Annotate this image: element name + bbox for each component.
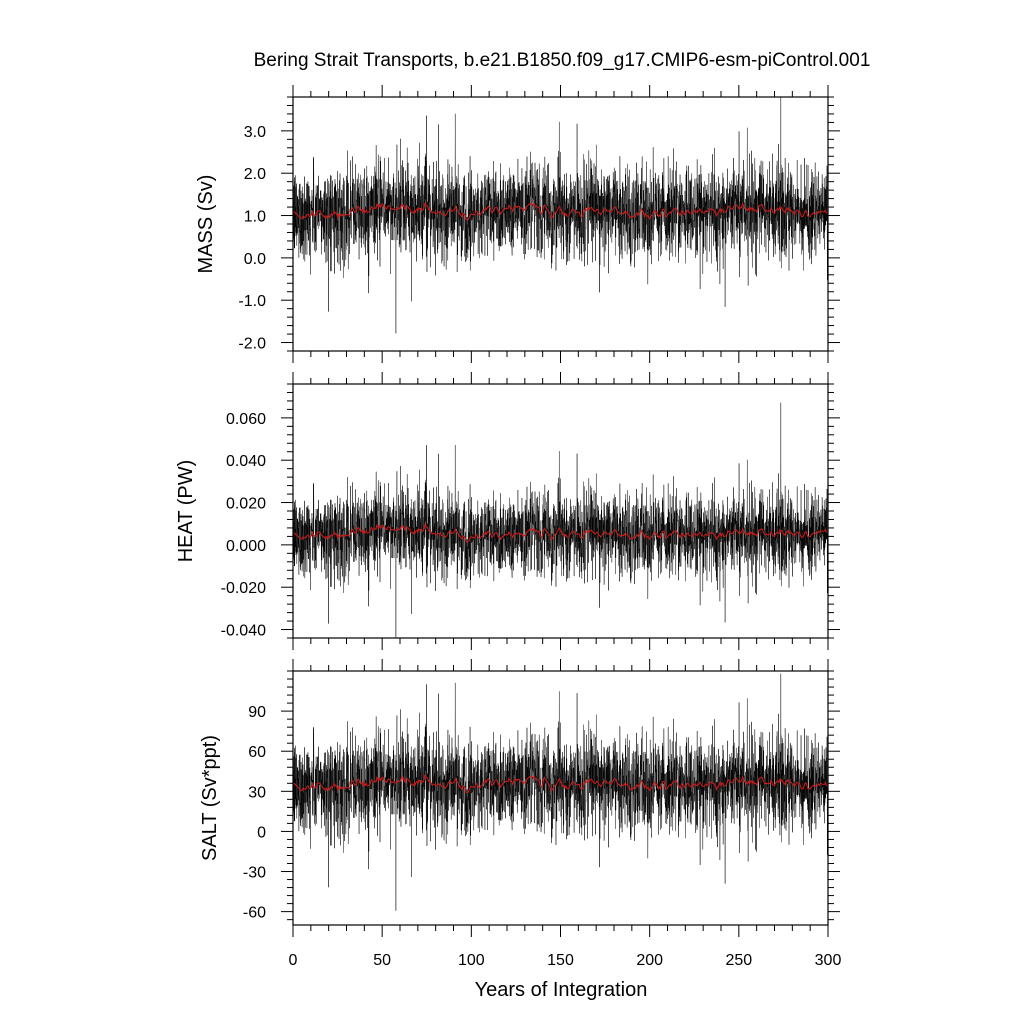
x-tick-label: 0 bbox=[289, 952, 298, 969]
smooth-series-line bbox=[293, 774, 828, 794]
y-axis-label: SALT (Sv*ppt) bbox=[199, 735, 221, 861]
raw-series-line bbox=[293, 402, 828, 638]
x-tick-label: 300 bbox=[815, 952, 842, 969]
y-tick-label: 0.000 bbox=[226, 538, 266, 555]
y-axis-label: HEAT (PW) bbox=[175, 460, 197, 563]
y-tick-label: -0.020 bbox=[221, 580, 266, 597]
x-tick-label: 50 bbox=[373, 952, 391, 969]
raw-series-line bbox=[293, 97, 828, 334]
x-tick-label: 100 bbox=[458, 952, 485, 969]
y-tick-label: 90 bbox=[248, 704, 266, 721]
y-tick-label: -1.0 bbox=[238, 293, 266, 310]
chart-title: Bering Strait Transports, b.e21.B1850.f0… bbox=[254, 50, 871, 71]
y-axis-label: MASS (Sv) bbox=[195, 175, 217, 274]
y-tick-label: 0.020 bbox=[226, 496, 266, 513]
smooth-series-line bbox=[293, 522, 828, 544]
x-tick-label: 150 bbox=[547, 952, 574, 969]
smooth-series-line bbox=[293, 202, 828, 221]
raw-series-line bbox=[293, 673, 828, 911]
y-tick-label: 0.040 bbox=[226, 453, 266, 470]
x-tick-label: 250 bbox=[725, 952, 752, 969]
x-axis-tick-labels: 0 50 100 150 200 250 300 bbox=[289, 952, 842, 969]
y-tick-label: 0.060 bbox=[226, 411, 266, 428]
y-tick-label: -2.0 bbox=[238, 336, 266, 353]
mass-panel: -2.0 -1.0 0.0 1.0 2.0 3.0 MASS (Sv) bbox=[195, 85, 840, 363]
y-tick-label: -60 bbox=[243, 905, 266, 922]
y-tick-label: 30 bbox=[248, 784, 266, 801]
y-tick-label: -30 bbox=[243, 865, 266, 882]
heat-panel: -0.040 -0.020 0.000 0.020 0.040 0.060 HEAT (PW… bbox=[175, 372, 840, 650]
y-tick-label: -0.040 bbox=[221, 623, 266, 640]
y-tick-label: 3.0 bbox=[244, 124, 266, 141]
salt-panel: -60 -30 0 30 60 90 SALT (Sv*ppt) bbox=[199, 659, 840, 937]
x-tick-label: 200 bbox=[636, 952, 663, 969]
y-tick-label: 0.0 bbox=[244, 251, 266, 268]
y-tick-label: 0 bbox=[257, 824, 266, 841]
y-tick-label: 60 bbox=[248, 744, 266, 761]
y-tick-label: 1.0 bbox=[244, 209, 266, 226]
x-axis-label: Years of Integration bbox=[475, 979, 648, 1001]
y-tick-label: 2.0 bbox=[244, 166, 266, 183]
